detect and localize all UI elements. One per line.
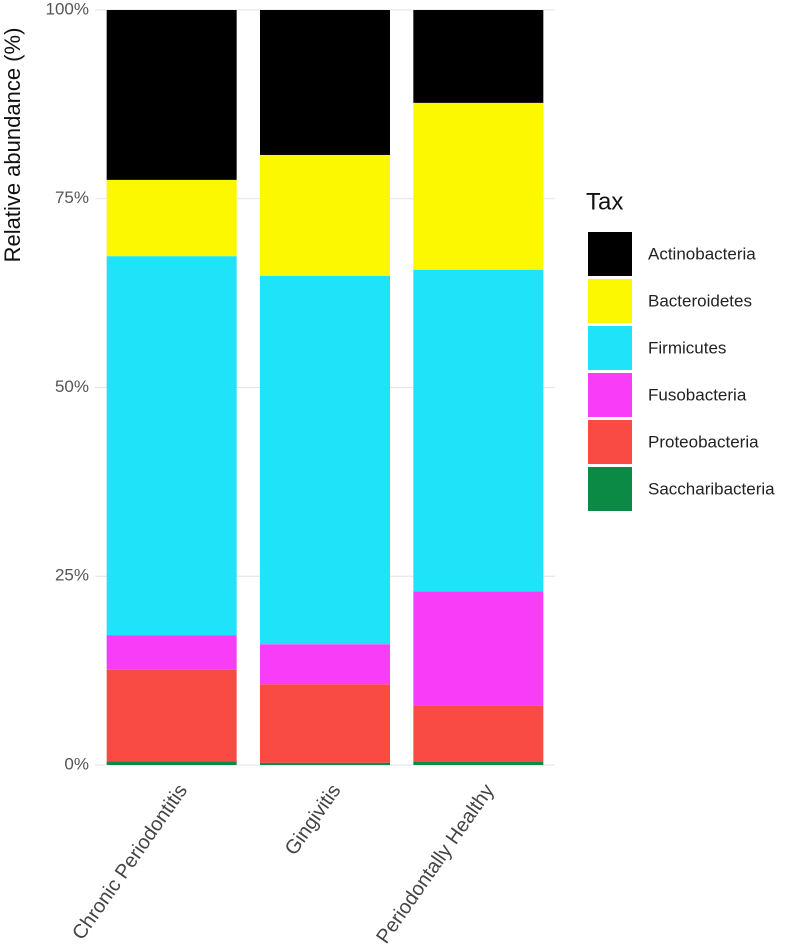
bar-segment xyxy=(260,762,390,765)
legend-label: Actinobacteria xyxy=(648,244,756,263)
legend-label: Proteobacteria xyxy=(648,432,759,451)
bar-segment xyxy=(260,684,390,763)
x-tick-label: Gingivitis xyxy=(281,780,346,859)
bar-segment xyxy=(260,154,390,276)
legend-swatch xyxy=(588,232,632,276)
bar-segment xyxy=(413,761,544,765)
bar-segment xyxy=(413,102,544,270)
legend-title: Tax xyxy=(586,188,623,215)
bar-segment xyxy=(413,10,544,103)
bar-segment xyxy=(260,10,390,155)
bar-segment xyxy=(413,705,544,762)
bar-segment xyxy=(413,591,544,706)
bar-segment xyxy=(260,275,390,645)
x-tick-label: Chronic Periodontitis xyxy=(68,780,192,944)
bar-segment xyxy=(106,669,237,762)
legend-swatch xyxy=(588,373,632,417)
y-tick-label: 0% xyxy=(64,754,89,773)
bar-segment xyxy=(106,761,237,765)
y-tick-label: 50% xyxy=(55,377,89,396)
bar-segment xyxy=(106,10,237,180)
y-tick-label: 75% xyxy=(55,188,89,207)
legend-swatch xyxy=(588,279,632,323)
bar-segment xyxy=(413,269,544,592)
legend-swatch xyxy=(588,467,632,511)
legend-label: Firmicutes xyxy=(648,338,726,357)
bar-segment xyxy=(106,179,237,257)
y-tick-label: 100% xyxy=(46,0,89,18)
legend-label: Bacteroidetes xyxy=(648,291,752,310)
legend-swatch xyxy=(588,326,632,370)
bar-segment xyxy=(106,256,237,636)
x-tick-label: Periodontally Healthy xyxy=(372,780,498,947)
legend-swatch xyxy=(588,420,632,464)
y-tick-label: 25% xyxy=(55,566,89,585)
legend-label: Fusobacteria xyxy=(648,385,747,404)
y-axis-title: Relative abundance (%) xyxy=(0,28,25,263)
bar-segment xyxy=(106,635,237,670)
bar-segment xyxy=(260,644,390,685)
legend-label: Saccharibacteria xyxy=(648,479,775,498)
